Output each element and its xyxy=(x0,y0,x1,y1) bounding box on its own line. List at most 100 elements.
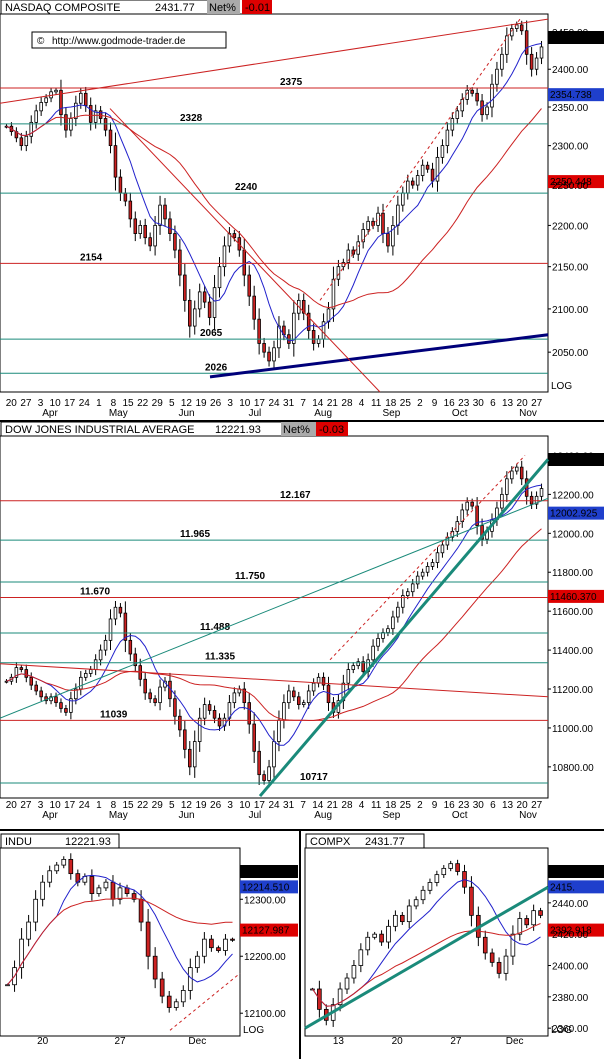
candle-body xyxy=(496,961,502,974)
x-tick-label: 13 xyxy=(502,800,514,811)
candle-body xyxy=(445,129,450,147)
candle-body xyxy=(83,673,88,678)
x-tick-label: 29 xyxy=(152,398,164,409)
candle-body xyxy=(495,68,499,85)
candle-body xyxy=(252,723,256,752)
candle-body xyxy=(316,338,321,344)
candle-body xyxy=(173,233,177,251)
x-tick-label: 3 xyxy=(38,800,44,811)
candle-body xyxy=(242,249,247,276)
trendline-support xyxy=(304,885,549,1030)
x-tick-label: 1 xyxy=(96,398,102,409)
candle-body xyxy=(510,933,516,957)
copyright-icon: © xyxy=(37,36,45,47)
candle-body xyxy=(415,175,420,186)
x-tick-label: 15 xyxy=(122,800,134,811)
candle-body xyxy=(217,717,222,727)
candle-body xyxy=(519,24,524,32)
candle-body xyxy=(503,955,509,974)
candle-body xyxy=(19,667,24,670)
candle-body xyxy=(133,218,138,234)
candle-body xyxy=(379,933,384,943)
x-tick-label: 31 xyxy=(283,398,295,409)
candle-body xyxy=(356,661,360,667)
candle-body xyxy=(98,110,103,119)
chart-title: COMPX xyxy=(310,836,351,848)
plot-frame xyxy=(304,847,549,1037)
candle-body xyxy=(440,145,445,158)
candle-body xyxy=(514,24,519,29)
trendline-down xyxy=(0,663,549,698)
net-label: Net% xyxy=(283,424,310,436)
candle-body xyxy=(158,686,162,704)
y-tick-label: 2050.00 xyxy=(552,348,589,359)
candle-body xyxy=(460,509,465,523)
candle-body xyxy=(420,164,425,176)
price-badge-label: 2354.738 xyxy=(550,90,592,101)
x-tick-label: 24 xyxy=(79,398,91,409)
plot-frame xyxy=(0,847,241,1037)
candle-body xyxy=(489,952,495,963)
y-tick-label: 10800.00 xyxy=(552,763,594,774)
price-badge-label: 12230.26 xyxy=(242,867,284,878)
candle-body xyxy=(480,525,484,540)
candle-body xyxy=(133,653,138,667)
candle-body xyxy=(524,918,530,926)
candle-body xyxy=(54,864,60,872)
x-tick-label: 3 xyxy=(227,398,233,409)
x-tick-label: 24 xyxy=(268,398,280,409)
candle-body xyxy=(209,938,214,949)
candle-body xyxy=(29,121,34,137)
candle-body xyxy=(54,696,58,704)
candle-body xyxy=(427,882,433,891)
x-tick-label: 25 xyxy=(400,398,412,409)
candle-body xyxy=(187,967,193,991)
header-box xyxy=(0,833,120,849)
candle-body xyxy=(531,910,536,926)
candle-body xyxy=(435,552,440,563)
level-label: 2240 xyxy=(235,182,258,193)
x-tick-label: 20 xyxy=(517,398,529,409)
candle-body xyxy=(538,910,543,916)
x-tick-label: 19 xyxy=(195,398,207,409)
candle-body xyxy=(222,245,227,268)
candle-body xyxy=(159,978,165,997)
level-label: 2026 xyxy=(205,362,228,373)
x-tick-label: 29 xyxy=(152,800,164,811)
y-tick-label: 2100.00 xyxy=(552,305,589,316)
y-tick-label: 2200.00 xyxy=(552,221,589,232)
y-tick-label: 11200.00 xyxy=(552,685,593,696)
level-label: 11.670 xyxy=(80,587,110,598)
level-label: 11.488 xyxy=(200,622,230,633)
candle-body xyxy=(435,156,440,182)
x-tick-label: 20 xyxy=(6,398,18,409)
candle-body xyxy=(346,669,351,684)
x-tick-label: 27 xyxy=(531,800,543,811)
x-tick-label: 8 xyxy=(111,398,117,409)
x-tick-label: 7 xyxy=(300,800,306,811)
x-tick-label: 18 xyxy=(385,800,397,811)
candle-body xyxy=(69,698,73,713)
trendline-support xyxy=(258,458,550,798)
candle-body xyxy=(391,616,395,630)
level-label: 2154 xyxy=(80,252,103,263)
y-tick-label: 12000.00 xyxy=(552,529,594,540)
x-tick-label: 20 xyxy=(37,1036,49,1047)
price-badge-label: 12002.925 xyxy=(550,509,598,520)
candle-body xyxy=(420,889,426,901)
price-badge xyxy=(548,175,604,189)
x-tick-label: 9 xyxy=(432,800,438,811)
candle-body xyxy=(118,176,123,194)
x-tick-label: 10 xyxy=(239,398,251,409)
x-tick-label: 21 xyxy=(327,398,339,409)
candle-body xyxy=(39,102,43,112)
candle-body xyxy=(242,688,247,704)
month-label: Jul xyxy=(248,810,261,821)
candle-body xyxy=(485,106,489,116)
candle-body xyxy=(88,105,93,123)
candle-body xyxy=(59,89,63,116)
x-tick-label: 16 xyxy=(444,800,456,811)
candle-body xyxy=(232,692,237,704)
level-label: 11.335 xyxy=(205,652,235,663)
candle-body xyxy=(79,676,83,690)
